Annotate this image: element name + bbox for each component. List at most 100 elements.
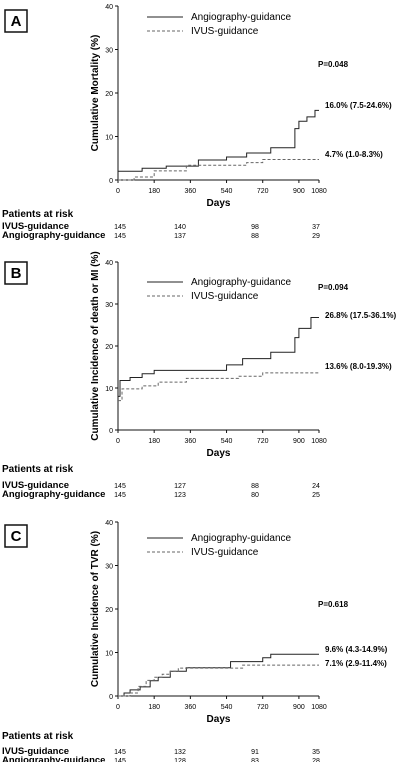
x-tick-label: 1080 xyxy=(311,438,327,445)
at-risk-value: 83 xyxy=(251,758,259,762)
at-risk-value: 145 xyxy=(114,758,126,762)
y-axis-label: Cumulative Mortality (%) xyxy=(90,35,101,152)
y-tick-label: 30 xyxy=(105,564,113,571)
at-risk-value: 140 xyxy=(174,224,186,231)
at-risk-value: 123 xyxy=(174,492,186,499)
y-tick-label: 20 xyxy=(105,91,113,98)
x-tick-label: 360 xyxy=(185,438,197,445)
x-tick-label: 720 xyxy=(257,704,269,711)
y-axis-label: Cumulative Incidence of death or MI (%) xyxy=(90,251,101,440)
x-axis-label: Days xyxy=(207,448,231,459)
legend-entry-angiography: Angiography-guidance xyxy=(191,12,292,23)
x-tick-label: 360 xyxy=(185,704,197,711)
end-label-angiography: 9.6% (4.3-14.9%) xyxy=(325,645,388,654)
x-tick-label: 720 xyxy=(257,438,269,445)
x-tick-label: 900 xyxy=(293,188,305,195)
x-tick-label: 540 xyxy=(221,438,233,445)
x-tick-label: 1080 xyxy=(311,188,327,195)
y-tick-label: 40 xyxy=(105,260,113,267)
panel-label: A xyxy=(11,13,22,30)
at-risk-value: 128 xyxy=(174,758,186,762)
end-label-ivus: 7.1% (2.9-11.4%) xyxy=(325,659,387,668)
at-risk-row-name: Angiography-guidance xyxy=(2,489,105,500)
y-tick-label: 0 xyxy=(109,178,113,185)
at-risk-value: 88 xyxy=(251,483,259,490)
x-tick-label: 180 xyxy=(148,704,160,711)
at-risk-value: 137 xyxy=(174,233,186,240)
y-tick-label: 30 xyxy=(105,48,113,55)
panel-label: C xyxy=(11,528,22,545)
x-axis-label: Days xyxy=(207,198,231,209)
at-risk-title: Patients at risk xyxy=(2,209,74,220)
at-risk-value: 145 xyxy=(114,483,126,490)
at-risk-value: 29 xyxy=(312,233,320,240)
at-risk-value: 91 xyxy=(251,749,259,756)
at-risk-value: 24 xyxy=(312,483,320,490)
at-risk-row-name: IVUS-guidance xyxy=(2,746,69,757)
series-line-angiography xyxy=(118,316,319,397)
at-risk-value: 127 xyxy=(174,483,186,490)
x-tick-label: 540 xyxy=(221,704,233,711)
legend-entry-angiography: Angiography-guidance xyxy=(191,533,292,544)
at-risk-row-name: Angiography-guidance xyxy=(2,230,105,241)
at-risk-value: 145 xyxy=(114,224,126,231)
panel-label-box xyxy=(4,9,28,33)
at-risk-row-name: Angiography-guidance xyxy=(2,755,105,762)
y-tick-label: 30 xyxy=(105,302,113,309)
at-risk-value: 145 xyxy=(114,492,126,499)
series-line-ivus xyxy=(118,664,319,697)
y-tick-label: 40 xyxy=(105,4,113,11)
y-tick-label: 40 xyxy=(105,520,113,527)
legend-entry-angiography: Angiography-guidance xyxy=(191,277,292,288)
at-risk-value: 132 xyxy=(174,749,186,756)
panel-label: B xyxy=(11,265,22,282)
p-value: P=0.618 xyxy=(318,600,349,609)
y-tick-label: 10 xyxy=(105,651,113,658)
at-risk-row-name: IVUS-guidance xyxy=(2,480,69,491)
y-tick-label: 0 xyxy=(109,428,113,435)
x-axis-label: Days xyxy=(207,714,231,725)
end-label-ivus: 13.6% (8.0-19.3%) xyxy=(325,362,392,371)
panel-c: C 0 10 20 30 40 0 180 360 540 720 900 1080 Cumulative… xyxy=(2,520,388,762)
legend-entry-ivus: IVUS-guidance xyxy=(191,291,259,302)
p-value: P=0.048 xyxy=(318,60,349,69)
x-tick-label: 1080 xyxy=(311,704,327,711)
at-risk-value: 145 xyxy=(114,233,126,240)
y-tick-label: 0 xyxy=(109,694,113,701)
x-tick-label: 540 xyxy=(221,188,233,195)
panel-b: B 0 10 20 30 40 0 180 360 540 720 900 1080 Cumulative… xyxy=(2,251,396,500)
y-tick-label: 20 xyxy=(105,607,113,614)
panel-a: A 0 10 20 30 40 0 180 360 540 720 900 1080 Cumulative… xyxy=(2,4,392,241)
x-tick-label: 0 xyxy=(116,704,120,711)
y-axis-label: Cumulative Incidence of TVR (%) xyxy=(90,531,101,687)
end-label-ivus: 4.7% (1.0-8.3%) xyxy=(325,150,383,159)
at-risk-value: 37 xyxy=(312,224,320,231)
x-tick-label: 900 xyxy=(293,438,305,445)
panel-label-box xyxy=(4,524,28,548)
x-tick-label: 0 xyxy=(116,438,120,445)
x-tick-label: 360 xyxy=(185,188,197,195)
legend-entry-ivus: IVUS-guidance xyxy=(191,26,259,37)
y-tick-label: 10 xyxy=(105,135,113,142)
at-risk-value: 25 xyxy=(312,492,320,499)
at-risk-row-name: IVUS-guidance xyxy=(2,221,69,232)
y-tick-label: 20 xyxy=(105,344,113,351)
panel-label-box xyxy=(4,261,28,285)
at-risk-value: 88 xyxy=(251,233,259,240)
x-tick-label: 0 xyxy=(116,188,120,195)
at-risk-title: Patients at risk xyxy=(2,464,74,475)
end-label-angiography: 16.0% (7.5-24.6%) xyxy=(325,101,392,110)
p-value: P=0.094 xyxy=(318,283,349,292)
series-line-angiography xyxy=(118,109,319,172)
legend-entry-ivus: IVUS-guidance xyxy=(191,547,259,558)
y-tick-label: 10 xyxy=(105,386,113,393)
series-line-ivus xyxy=(118,159,319,181)
end-label-angiography: 26.8% (17.5-36.1%) xyxy=(325,311,396,320)
at-risk-value: 80 xyxy=(251,492,259,499)
x-tick-label: 180 xyxy=(148,438,160,445)
at-risk-value: 145 xyxy=(114,749,126,756)
at-risk-value: 28 xyxy=(312,758,320,762)
x-tick-label: 180 xyxy=(148,188,160,195)
series-line-angiography xyxy=(118,653,319,697)
